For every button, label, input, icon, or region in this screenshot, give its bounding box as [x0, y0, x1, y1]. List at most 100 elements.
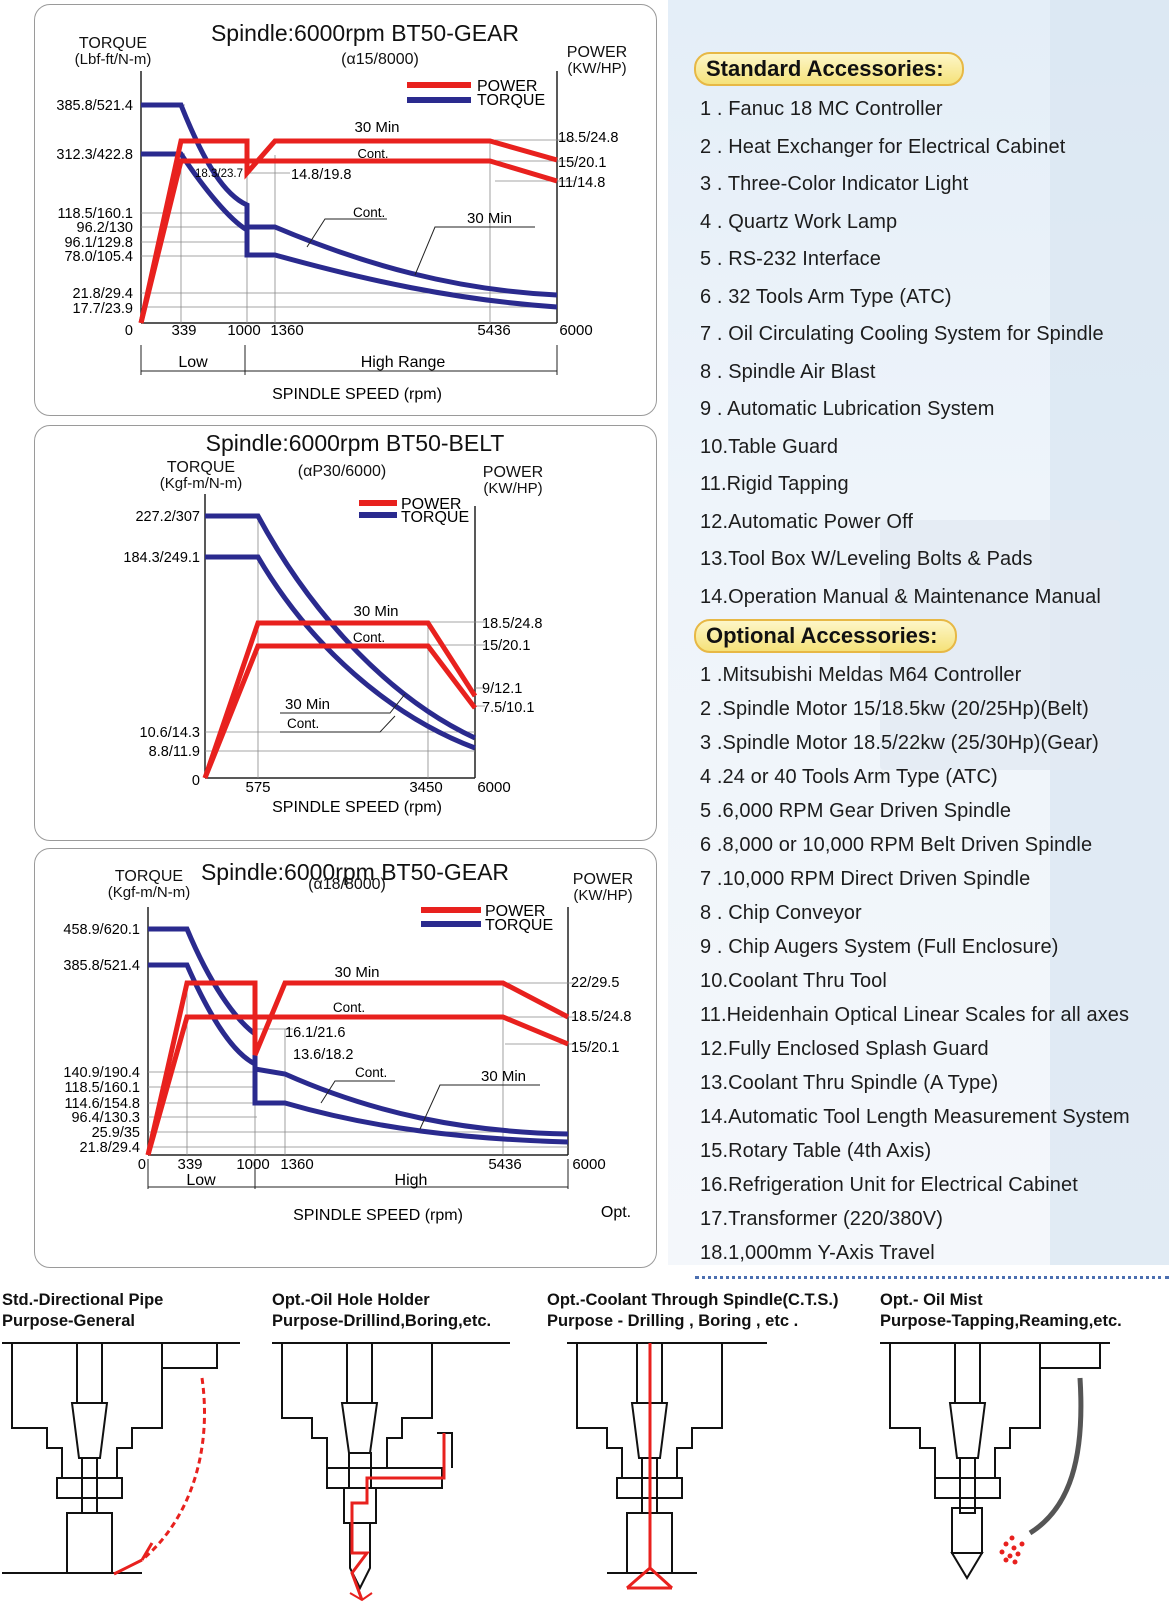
list-item: 3 .Spindle Motor 18.5/22kw (25/30Hp)(Gea…: [700, 732, 1099, 754]
curve-label: 30 Min: [354, 119, 399, 136]
left-tick: 96.2/130: [77, 220, 133, 236]
x-tick: 1360: [270, 322, 303, 339]
chart-subtitle: (α15/8000): [341, 51, 419, 68]
torque-30min-curve: [141, 102, 558, 298]
list-item: 5 .6,000 RPM Gear Driven Spindle: [700, 800, 1012, 822]
list-item: 17.Transformer (220/380V): [700, 1208, 943, 1230]
left-tick: 0: [138, 1157, 146, 1173]
optional-accessories-title: Optional Accessories:: [694, 619, 958, 653]
x-tick: 5436: [488, 1156, 521, 1173]
right-tick: 15/20.1: [571, 1040, 619, 1056]
x-axis-label: SPINDLE SPEED (rpm): [293, 1207, 463, 1224]
pipe-title: Opt.-Coolant Through Spindle(C.T.S.): [547, 1291, 839, 1309]
curve-label: 30 Min: [334, 964, 379, 981]
section-divider: [695, 1276, 1169, 1279]
list-item: 4 .24 or 40 Tools Arm Type (ATC): [700, 766, 998, 788]
left-tick: 114.6/154.8: [64, 1096, 140, 1112]
left-tick: 78.0/105.4: [64, 249, 133, 265]
legend-power-label: POWER: [401, 496, 461, 513]
list-item: 1 .Mitsubishi Meldas M64 Controller: [700, 664, 1022, 686]
list-item: 7 . Oil Circulating Cooling System for S…: [700, 323, 1104, 345]
power-axis-unit: (KW/HP): [567, 60, 626, 77]
list-item: 12.Automatic Power Off: [700, 510, 914, 533]
torque-cont-curve: [141, 151, 558, 310]
pipe-option-coolant-through: Opt.-Coolant Through Spindle(C.T.S.) Pur…: [547, 1290, 838, 1593]
power-axis-unit: (KW/HP): [573, 887, 632, 904]
right-tick: 11/14.8: [558, 175, 605, 191]
chart-subtitle: (αP30/6000): [298, 463, 386, 480]
power-30min-curve: [202, 620, 478, 779]
pipe-purpose: Purpose-Tapping,Reaming,etc.: [880, 1312, 1122, 1330]
right-tick: 15/20.1: [558, 155, 606, 171]
pipe-option-oil-hole: Opt.-Oil Hole Holder Purpose-Drillind,Bo…: [272, 1290, 512, 1603]
power-axis-label: POWER: [567, 44, 627, 61]
x-axis-label: SPINDLE SPEED (rpm): [272, 799, 442, 816]
list-item: 11.Rigid Tapping: [700, 473, 849, 495]
list-item: 16.Refrigeration Unit for Electrical Cab…: [700, 1174, 1078, 1196]
right-tick: 7.5/10.1: [482, 700, 534, 716]
curve-label: 30 Min: [285, 696, 330, 713]
curve-label: 30 Min: [467, 210, 512, 227]
pipe-title: Opt.- Oil Mist: [880, 1291, 983, 1309]
mist-spray-icon: [999, 1535, 1025, 1565]
list-item: 3 . Three-Color Indicator Light: [700, 173, 969, 195]
oil-mist-diagram-icon: [880, 1342, 1110, 1580]
torque-axis-unit: (Lbf-ft/N-m): [75, 51, 152, 68]
list-item: 2 . Heat Exchanger for Electrical Cabine…: [700, 135, 1066, 158]
list-item: 14.Operation Manual & Maintenance Manual: [700, 585, 1101, 608]
list-item: 7 .10,000 RPM Direct Driven Spindle: [700, 868, 1031, 890]
list-item: 18.1,000mm Y-Axis Travel: [700, 1242, 935, 1264]
power-axis-label: POWER: [573, 871, 633, 888]
torque-axis-label: TORQUE: [79, 35, 147, 52]
left-tick: 118.5/160.1: [57, 206, 133, 222]
left-tick: 25.9/35: [92, 1125, 140, 1141]
right-tick: 22/29.5: [571, 975, 619, 991]
power-cont-curve: [202, 643, 477, 779]
torque-axis-unit: (Kgf-m/N-m): [108, 884, 191, 901]
power-30min-curve: [138, 138, 558, 324]
left-tick: 10.6/14.3: [140, 725, 200, 741]
list-item: 13.Coolant Thru Spindle (A Type): [700, 1072, 999, 1094]
chart-title: Spindle:6000rpm BT50-GEAR: [201, 859, 509, 885]
legend-power-label: POWER: [485, 903, 545, 920]
list-item: 13.Tool Box W/Leveling Bolts & Pads: [700, 548, 1033, 570]
left-tick: 21.8/29.4: [80, 1140, 140, 1156]
list-item: 1 . Fanuc 18 MC Controller: [700, 98, 943, 120]
left-tick: 385.8/521.4: [56, 98, 133, 114]
left-tick: 458.9/620.1: [63, 922, 140, 938]
oil-hole-holder-diagram-icon: [272, 1342, 510, 1602]
list-item: 11.Heidenhain Optical Linear Scales for …: [700, 1004, 1130, 1026]
x-tick: 6000: [559, 322, 592, 339]
list-item: 5 . RS-232 Interface: [700, 248, 881, 270]
left-tick: 17.7/23.9: [73, 301, 133, 317]
curve-label: 18.3/23.7: [195, 168, 243, 180]
range-label: Low: [186, 1172, 216, 1189]
list-item: 9 . Automatic Lubrication System: [700, 398, 995, 420]
coolant-through-spindle-diagram-icon: [567, 1342, 767, 1590]
curve-label: Cont.: [287, 716, 319, 731]
list-item: 8 . Chip Conveyor: [700, 902, 862, 924]
left-tick: 118.5/160.1: [64, 1080, 140, 1096]
x-axis-label: SPINDLE SPEED (rpm): [272, 386, 442, 403]
x-tick: 1360: [280, 1156, 313, 1173]
chart-subtitle: (α18/8000): [308, 876, 386, 893]
x-tick: 5436: [477, 322, 510, 339]
curve-label: Cont.: [353, 630, 385, 645]
left-tick: 385.8/521.4: [63, 958, 140, 974]
list-item: 8 . Spindle Air Blast: [700, 360, 876, 383]
pipe-option-oil-mist: Opt.- Oil Mist Purpose-Tapping,Reaming,e…: [880, 1290, 1122, 1593]
x-tick: 1000: [227, 322, 260, 339]
right-tick: 18.5/24.8: [482, 616, 542, 632]
curve-label: 13.6/18.2: [293, 1047, 353, 1063]
list-item: 12.Fully Enclosed Splash Guard: [700, 1038, 989, 1060]
range-label: Low: [178, 354, 208, 371]
chart-title: Spindle:6000rpm BT50-BELT: [206, 430, 505, 456]
x-tick: 6000: [572, 1156, 605, 1173]
left-tick: 227.2/307: [135, 509, 200, 525]
list-item: 14.Automatic Tool Length Measurement Sys…: [700, 1106, 1130, 1128]
curve-label: Cont.: [355, 1065, 387, 1080]
curve-label: Cont.: [353, 205, 385, 220]
x-tick: 339: [171, 322, 196, 339]
x-tick: 1000: [236, 1156, 269, 1173]
chart-belt: Spindle:6000rpm BT50-BELT TORQUE (Kgf-m/…: [123, 430, 543, 816]
